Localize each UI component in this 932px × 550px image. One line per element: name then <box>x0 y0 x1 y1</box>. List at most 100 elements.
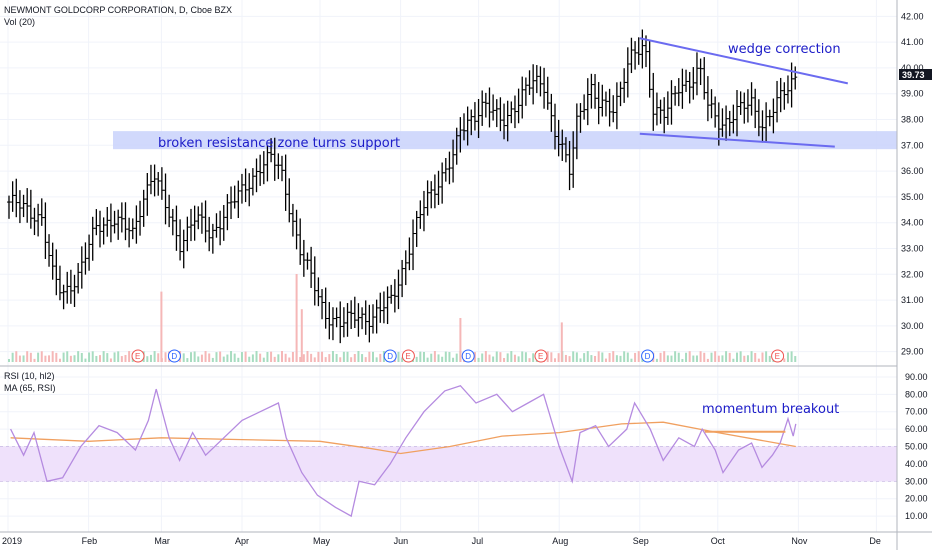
volume-bar <box>346 351 349 362</box>
event-marker[interactable] <box>131 349 145 363</box>
volume-bar <box>259 353 262 362</box>
volume-spike <box>300 309 303 362</box>
volume-bar <box>455 353 458 362</box>
time-tick-label: Apr <box>235 536 249 546</box>
volume-bar <box>630 358 633 362</box>
volume-bar <box>575 352 578 362</box>
volume-bar <box>251 354 254 362</box>
volume-bar <box>419 351 422 362</box>
volume-bar <box>248 356 251 362</box>
rsi-line <box>10 384 797 518</box>
volume-bar <box>546 351 549 362</box>
volume-bar <box>721 355 724 362</box>
support-zone <box>113 131 897 150</box>
event-marker[interactable] <box>167 349 181 363</box>
volume-bar <box>222 356 225 362</box>
price-tick-label: 39.00 <box>901 89 924 99</box>
price-tick-label: 42.00 <box>901 11 924 21</box>
volume-bar <box>8 359 10 362</box>
event-marker[interactable] <box>641 349 655 363</box>
volume-bar <box>783 358 786 362</box>
volume-bar <box>685 352 688 362</box>
momentum-annotation: momentum breakout <box>702 402 839 417</box>
event-marker-label: D <box>387 352 393 361</box>
last-price-tag <box>899 69 932 80</box>
price-tick-label: 32.00 <box>901 269 924 279</box>
volume-bar <box>18 355 21 362</box>
volume-bar <box>674 351 677 362</box>
rsi-tick-label: 90.00 <box>905 372 928 382</box>
event-marker-label: D <box>171 352 177 361</box>
volume-bar <box>33 358 36 362</box>
volume-bar <box>786 352 789 362</box>
volume-bar <box>623 351 626 362</box>
volume-bar <box>342 351 345 362</box>
volume-bar <box>426 357 429 362</box>
volume-bar <box>612 351 615 362</box>
volume-bar <box>583 353 586 362</box>
event-marker[interactable] <box>461 349 475 363</box>
volume-bar <box>95 355 98 362</box>
volume-bar <box>302 354 305 362</box>
volume-spike <box>459 318 462 362</box>
time-tick-label: Jun <box>394 536 409 546</box>
ma-label: MA (65, RSI) <box>4 383 56 393</box>
volume-bar <box>284 353 287 362</box>
volume-bar <box>492 356 495 362</box>
event-marker[interactable] <box>383 349 397 363</box>
volume-bar <box>586 351 589 362</box>
volume-bar <box>335 353 338 362</box>
volume-bar <box>706 358 709 362</box>
volume-bar <box>306 351 309 362</box>
volume-bar <box>157 353 160 362</box>
volume-bar <box>281 351 283 362</box>
time-tick-label: Mar <box>154 536 170 546</box>
event-marker[interactable] <box>771 349 785 363</box>
volume-bar <box>699 351 702 362</box>
volume-bar <box>754 352 757 362</box>
volume-bar <box>725 351 728 362</box>
volume-bar <box>66 351 69 362</box>
price-tick-label: 29.00 <box>901 347 924 357</box>
time-tick-label: Oct <box>711 536 726 546</box>
volume-bar <box>695 355 698 362</box>
volume-bar <box>433 351 436 362</box>
volume-bar <box>655 358 658 362</box>
volume-bar <box>37 352 40 362</box>
volume-bar <box>331 351 334 362</box>
wedge-annotation: wedge correction <box>728 42 841 57</box>
volume-bar <box>615 355 618 362</box>
volume-bar <box>182 353 185 362</box>
price-tick-label: 31.00 <box>901 295 924 305</box>
volume-bar <box>495 351 498 362</box>
rsi-tick-label: 60.00 <box>905 424 928 434</box>
volume-bar <box>681 358 684 362</box>
volume-bar <box>768 355 771 362</box>
event-marker[interactable] <box>534 349 548 363</box>
volume-bar <box>397 351 400 362</box>
volume-bar <box>739 351 742 362</box>
volume-bar <box>106 353 109 362</box>
volume-bar <box>146 356 149 362</box>
time-tick-label: Aug <box>552 536 568 546</box>
volume-bar <box>670 355 673 362</box>
volume-bar <box>350 357 353 362</box>
rsi-tick-label: 20.00 <box>905 494 928 504</box>
volume-bar <box>324 357 327 362</box>
volume-bar <box>240 352 243 362</box>
volume-bar <box>506 353 509 362</box>
volume-bar <box>299 356 302 362</box>
event-marker[interactable] <box>401 349 415 363</box>
volume-bar <box>29 352 32 362</box>
volume-bar <box>372 351 374 362</box>
volume-bar <box>430 353 433 362</box>
volume-bar <box>557 353 560 362</box>
volume-bar <box>477 357 480 362</box>
volume-bar <box>401 357 404 362</box>
volume-bar <box>794 356 797 362</box>
volume-bar <box>226 354 229 362</box>
time-tick-label: Jul <box>472 536 484 546</box>
volume-bar <box>484 351 487 362</box>
